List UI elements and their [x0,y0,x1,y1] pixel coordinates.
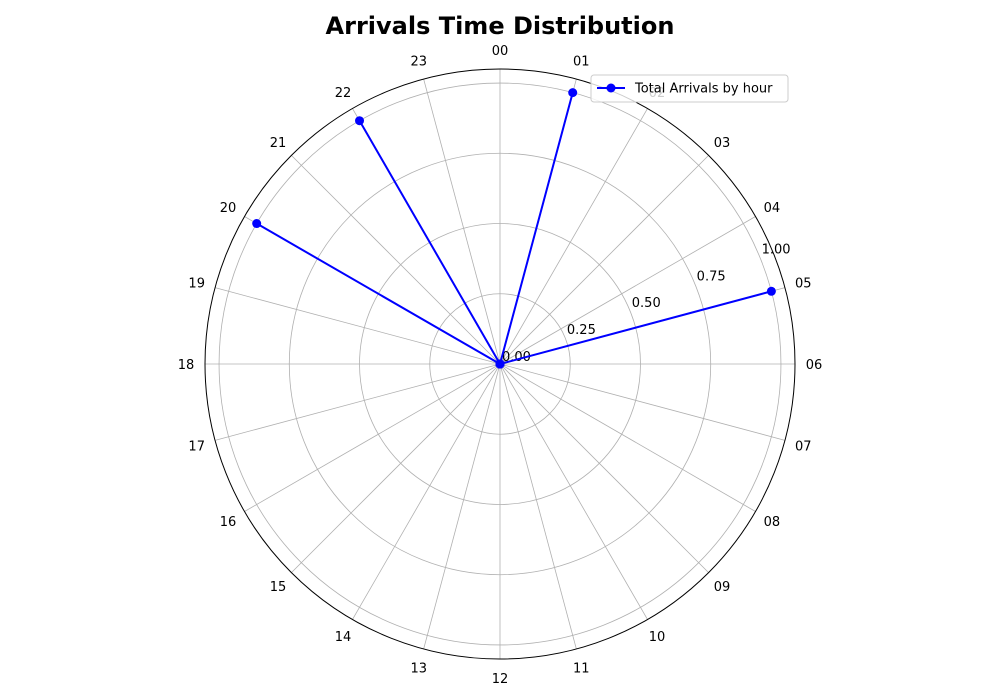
chart-title: Arrivals Time Distribution [326,12,675,40]
data-point-20 [252,219,262,229]
radial-tick-label: 0.25 [567,323,596,338]
angle-tick-label: 17 [188,439,205,454]
legend: Total Arrivals by hour [590,74,789,103]
data-point-23 [495,359,505,369]
legend-box [590,74,789,103]
angle-tick-label: 21 [270,136,287,151]
angle-tick-label: 04 [764,201,781,216]
radial-tick-label: 0.75 [697,269,726,284]
angular-gridline [214,287,501,365]
angle-tick-label: 18 [178,358,195,373]
angle-tick-label: 09 [714,580,731,595]
angular-gridline [499,363,577,650]
angle-tick-label: 14 [335,630,352,645]
data-point-01 [568,88,578,98]
angular-gridline [244,363,501,512]
angle-tick-label: 10 [649,630,666,645]
angle-tick-label: 00 [492,44,509,59]
angle-tick-label: 03 [714,136,731,151]
angular-gridline [291,363,501,573]
angle-tick-label: 16 [220,515,237,530]
legend-label: Total Arrivals by hour [634,82,773,97]
angle-tick-label: 08 [764,515,781,530]
angular-gridline [214,363,501,441]
data-point-22 [355,116,365,126]
angular-gridline [499,363,709,573]
angle-tick-label: 07 [795,439,812,454]
angle-tick-label: 11 [573,661,590,676]
legend-marker-swatch [606,83,616,93]
angular-gridline [291,155,501,365]
angle-tick-label: 23 [410,55,427,70]
angle-tick-label: 15 [270,580,287,595]
angular-gridline [499,363,786,441]
angle-tick-label: 19 [188,277,205,292]
angle-tick-label: 13 [410,661,427,676]
angular-gridline [499,216,756,365]
angle-tick-label: 05 [795,277,812,292]
angle-tick-label: 01 [573,55,590,70]
angle-tick-label: 22 [335,86,352,101]
angular-gridline [423,363,501,650]
angular-gridline [499,363,756,512]
angular-gridline [499,108,648,365]
angle-tick-label: 20 [220,201,237,216]
angle-tick-labels: 0001020304050607080910111213141516171819… [178,44,823,687]
angular-gridline [499,363,648,620]
series-line [255,91,773,365]
angular-gridline [423,78,501,365]
radial-tick-label: 0.50 [632,296,661,311]
radial-tick-labels: 0.000.250.500.751.00 [502,242,791,365]
angular-gridline [499,155,709,365]
data-series [252,88,776,369]
data-point-05 [766,286,776,296]
angular-gridline [352,363,501,620]
angle-tick-label: 06 [806,358,823,373]
angle-tick-label: 12 [492,672,509,687]
radial-tick-label: 1.00 [762,242,791,257]
polar-frame [204,68,796,660]
